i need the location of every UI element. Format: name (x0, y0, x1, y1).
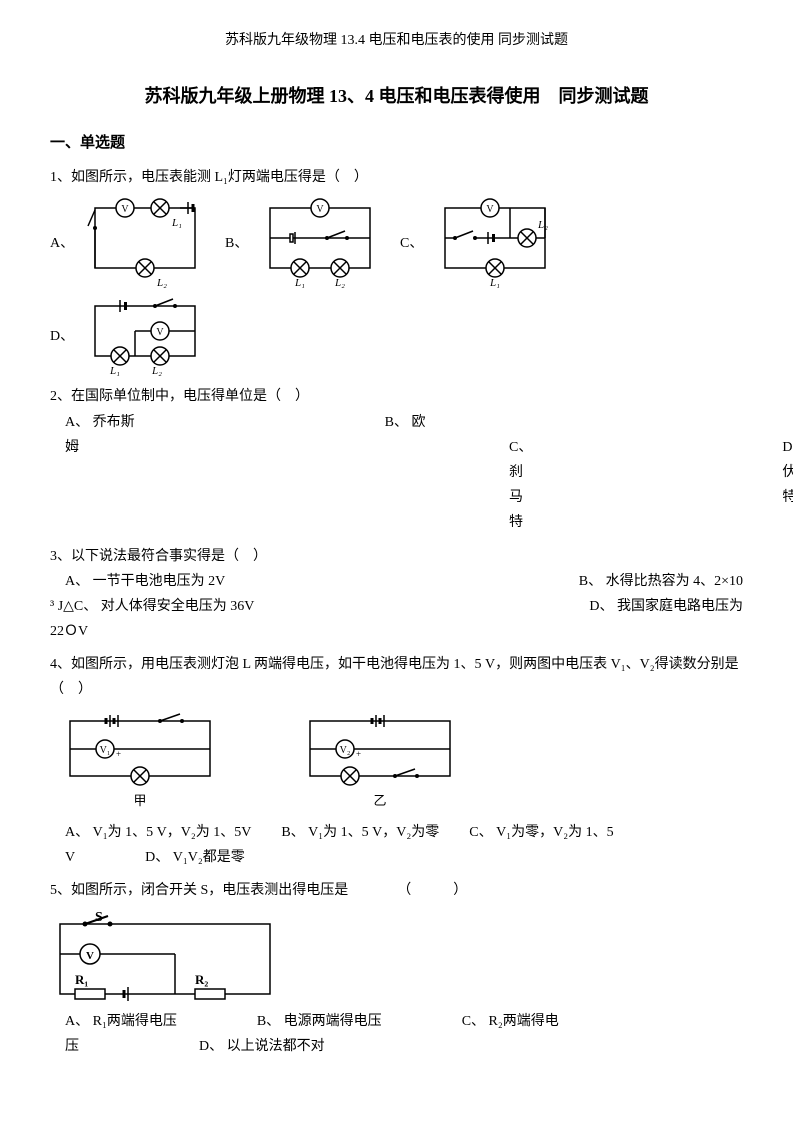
q3-a: A、 一节干电池电压为 2V (65, 569, 225, 594)
circuit-diagram-1c: V L₂ (430, 198, 560, 288)
q3-text: 3、以下说法最符合事实得是（ ） (50, 544, 743, 569)
q4-text: 4、如图所示，用电压表测灯泡 L 两端得电压，如干电池得电压为 1、5 V，则两… (50, 652, 743, 702)
q3-b2: ³ J△C、 对人体得安全电压为 36V (50, 594, 254, 619)
q1-option-d: D、 V L₁ (50, 296, 210, 376)
svg-text:+: + (356, 749, 361, 759)
q4-b: B、 V₁为 1、5 V，V₂为零 (281, 820, 439, 845)
svg-text:V₂: V₂ (340, 745, 351, 756)
q5-c: C、 R₂两端得电 (462, 1009, 559, 1034)
svg-text:L₂: L₂ (334, 277, 345, 288)
q3-b: B、 水得比热容为 4、2×10 (579, 569, 743, 594)
svg-text:V: V (156, 327, 164, 338)
q1-option-a: A、 V L₁ (50, 198, 210, 288)
q2-a: A、 乔布斯 (65, 410, 135, 435)
q2-d: D、 伏特 (782, 435, 793, 536)
main-title: 苏科版九年级上册物理 13、4 电压和电压表得使用 同步测试题 (50, 82, 743, 111)
svg-text:V: V (121, 204, 129, 215)
svg-text:L₁: L₁ (294, 277, 305, 288)
question-5: 5、如图所示，闭合开关 S，电压表测出得电压是 （ ） S V R₁ R₂ A、… (50, 878, 743, 1059)
q5-diagram: S V R₁ R₂ (50, 909, 743, 1004)
svg-text:L₂: L₂ (151, 365, 162, 376)
q1-text: 1、如图所示，电压表能测 L₁灯两端电压得是（ ） (50, 165, 743, 190)
page-header: 苏科版九年级物理 13.4 电压和电压表的使用 同步测试题 (50, 30, 743, 52)
q2-c: C、 刹马特 (509, 435, 532, 536)
svg-text:L₁: L₁ (109, 365, 120, 376)
question-3: 3、以下说法最符合事实得是（ ） A、 一节干电池电压为 2V B、 水得比热容… (50, 544, 743, 645)
section-title: 一、单选题 (50, 131, 743, 155)
svg-text:R₁: R₁ (75, 972, 88, 987)
svg-text:V: V (486, 204, 494, 215)
svg-text:V₁: V₁ (100, 745, 111, 756)
svg-text:V: V (86, 950, 94, 962)
q5-a: A、 R₁两端得电压 (65, 1009, 177, 1034)
question-2: 2、在国际单位制中，电压得单位是（ ） A、 乔布斯 B、 欧 姆 C、 刹马特… (50, 384, 743, 535)
svg-text:L₂: L₂ (156, 277, 167, 288)
svg-text:L₁: L₁ (171, 217, 182, 229)
circuit-diagram-1b: V L₁ L₂ (255, 198, 385, 288)
q2-a2: 姆 (65, 435, 79, 536)
svg-text:+: + (116, 749, 121, 759)
q4-diagram-yi: V₂ + 乙 (300, 711, 460, 812)
question-4: 4、如图所示，用电压表测灯泡 L 两端得电压，如干电池得电压为 1、5 V，则两… (50, 652, 743, 870)
svg-text:L₂: L₂ (537, 219, 548, 231)
q5-c2: 压 (65, 1034, 79, 1059)
svg-text:L₁: L₁ (489, 277, 500, 288)
q5-d: D、 以上说法都不对 (199, 1034, 325, 1059)
svg-text:R₂: R₂ (195, 972, 208, 987)
q4-c2: V (65, 845, 75, 870)
q5-b: B、 电源两端得电压 (257, 1009, 382, 1034)
question-1: 1、如图所示，电压表能测 L₁灯两端电压得是（ ） A、 V L₁ (50, 165, 743, 376)
q4-c: C、 V₁为零，V₂为 1、5 (469, 820, 613, 845)
q5-text: 5、如图所示，闭合开关 S，电压表测出得电压是 （ ） (50, 878, 743, 903)
q4-d: D、 V₁V₂都是零 (145, 845, 245, 870)
q3-d: D、 我国家庭电路电压为 (589, 594, 743, 619)
q1-option-c: C、 V L₂ (400, 198, 560, 288)
q2-text: 2、在国际单位制中，电压得单位是（ ） (50, 384, 743, 409)
q4-a: A、 V₁为 1、5 V，V₂为 1、5V (65, 820, 251, 845)
circuit-diagram-1a: V L₁ L₂ (80, 198, 210, 288)
q2-b: B、 欧 (385, 410, 426, 435)
q3-d2: 22ＯV (50, 624, 88, 639)
q4-diagram-jia: V₁ + 甲 (60, 711, 220, 812)
q1-option-b: B、 V L₁ (225, 198, 385, 288)
circuit-diagram-1d: V L₁ L₂ (80, 296, 210, 376)
svg-text:V: V (316, 204, 324, 215)
